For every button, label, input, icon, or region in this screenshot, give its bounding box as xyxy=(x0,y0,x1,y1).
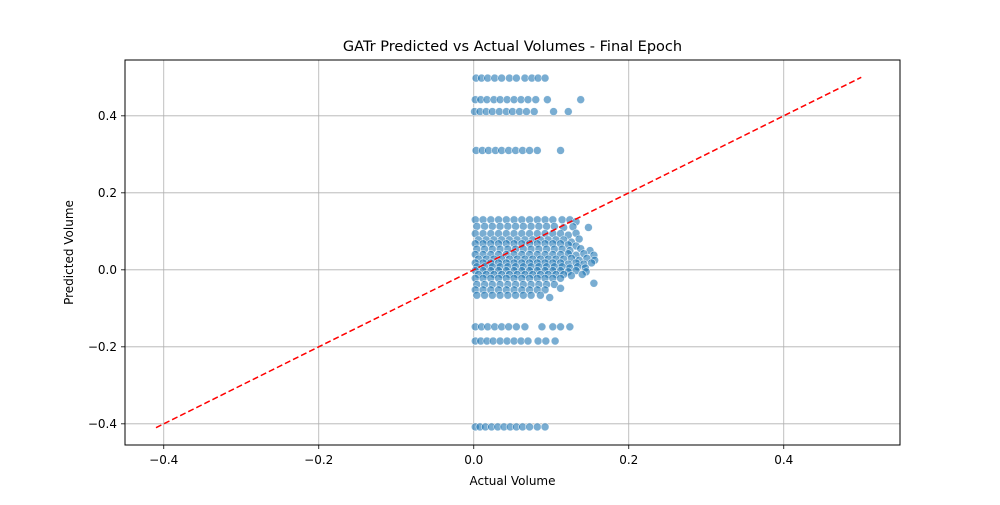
scatter-point xyxy=(525,146,534,155)
x-tick-label: 0.4 xyxy=(774,453,793,467)
scatter-point xyxy=(584,223,593,232)
scatter-point xyxy=(587,258,596,268)
scatter-point xyxy=(526,290,536,300)
scatter-point xyxy=(540,422,550,432)
scatter-point xyxy=(511,222,520,231)
scatter-point xyxy=(523,336,533,346)
scatter-point xyxy=(567,271,576,280)
scatter-point xyxy=(542,222,551,231)
scatter-point xyxy=(522,107,531,116)
scatter-point xyxy=(556,284,565,293)
scatter-point xyxy=(537,322,547,332)
y-axis-label: Predicted Volume xyxy=(62,200,76,305)
scatter-point xyxy=(480,290,489,300)
scatter-point xyxy=(556,273,565,283)
scatter-point xyxy=(534,222,544,231)
scatter-point xyxy=(541,336,551,346)
scatter-point xyxy=(563,107,573,116)
scatter-point xyxy=(556,146,565,155)
chart-title: GATr Predicted vs Actual Volumes - Final… xyxy=(343,39,682,55)
scatter-point xyxy=(532,146,542,155)
scatter-point xyxy=(520,322,530,332)
scatter-point xyxy=(480,222,489,231)
x-tick-label: −0.2 xyxy=(304,453,333,467)
y-tick-label: −0.4 xyxy=(88,417,117,431)
scatter-point xyxy=(556,322,565,332)
scatter-point xyxy=(495,222,505,231)
scatter-point xyxy=(549,107,558,116)
scatter-point xyxy=(503,290,513,300)
scatter-point xyxy=(519,290,528,300)
reference-line-group xyxy=(155,76,862,429)
scatter-point xyxy=(519,222,528,231)
reference-line xyxy=(155,76,862,429)
scatter-point xyxy=(536,290,545,300)
y-tick-label: 0.4 xyxy=(98,109,117,123)
scatter-point xyxy=(472,222,482,231)
y-tick-label: 0.0 xyxy=(98,263,117,277)
y-tick-label: 0.2 xyxy=(98,186,117,200)
scatter-point xyxy=(557,215,567,225)
scatter-point xyxy=(511,290,520,300)
x-tick-label: 0.0 xyxy=(464,453,483,467)
scatter-point xyxy=(526,222,536,231)
scatter-point xyxy=(589,278,599,288)
scatter-point xyxy=(540,285,550,295)
scatter-point xyxy=(543,95,552,104)
scatter-point xyxy=(523,95,533,104)
x-tick-label: 0.2 xyxy=(619,453,638,467)
x-tick-label: −0.4 xyxy=(149,453,178,467)
scatter-point xyxy=(497,73,506,83)
scatter-point xyxy=(545,293,555,302)
scatter-point xyxy=(488,222,497,231)
axis-ticks: −0.4 −0.2 0.0 0.2 0.4 −0.4 −0.2 0.0 0.2 0.4 xyxy=(88,109,793,467)
scatter-point xyxy=(525,422,534,432)
y-tick-label: −0.2 xyxy=(88,340,117,354)
scatter-point xyxy=(504,322,513,332)
scatter-point xyxy=(565,322,575,332)
scatter-point xyxy=(533,336,543,346)
scatter-point xyxy=(495,290,505,300)
scatter-point xyxy=(531,95,541,104)
scatter-points xyxy=(470,73,599,432)
scatter-point xyxy=(550,336,560,346)
x-axis-label: Actual Volume xyxy=(469,474,555,488)
scatter-point xyxy=(512,73,521,83)
scatter-point xyxy=(577,270,587,279)
scatter-point xyxy=(488,290,497,300)
scatter-point xyxy=(532,422,542,432)
scatter-point xyxy=(540,73,550,83)
scatter-point xyxy=(576,95,586,104)
scatter-point xyxy=(512,322,521,332)
scatter-point xyxy=(529,107,539,116)
scatter-point xyxy=(550,280,559,289)
scatter-point xyxy=(548,322,558,332)
scatter-point xyxy=(472,290,482,300)
plot-frame xyxy=(124,59,901,446)
scatter-point xyxy=(503,222,513,231)
